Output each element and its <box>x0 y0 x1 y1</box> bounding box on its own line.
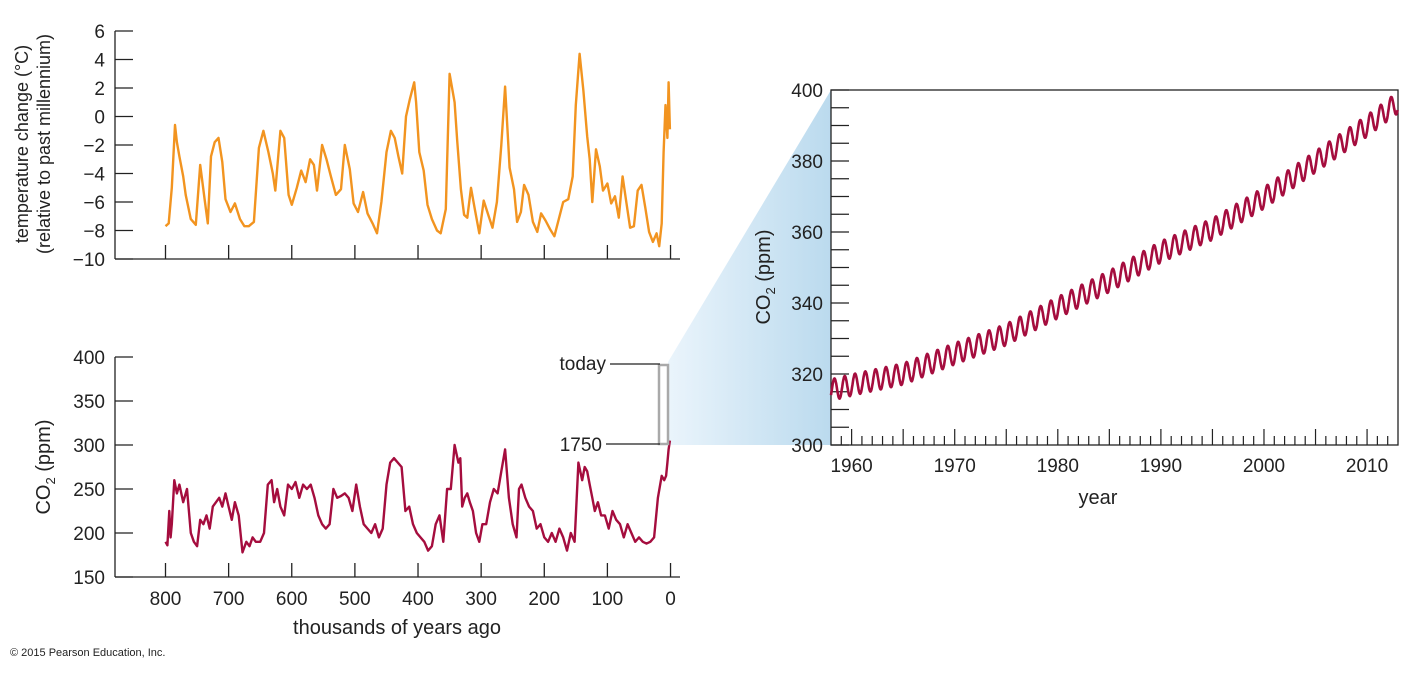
co2-recent-xlabel: year <box>1079 487 1118 509</box>
co2-longterm-y-tick-label: 300 <box>73 436 105 457</box>
co2-longterm-x-tick-label: 700 <box>213 589 245 610</box>
temperature-y-tick-label: −8 <box>83 222 105 243</box>
co2-longterm-x-tick-label: 300 <box>465 589 497 610</box>
co2-longterm-xlabel: thousands of years ago <box>293 617 501 639</box>
temperature-y-tick-label: −6 <box>83 193 105 214</box>
temperature-y-tick-label: −4 <box>83 165 105 186</box>
temperature-series-line <box>164 52 672 248</box>
temperature-y-tick-label: 2 <box>94 79 105 100</box>
temperature-y-tick-label: −2 <box>83 136 105 157</box>
co2-recent-ylabel: CO2 (ppm) <box>753 229 778 324</box>
co2-recent-y-tick-label: 400 <box>791 81 823 102</box>
temperature-y-tick-label: −10 <box>73 250 105 271</box>
co2-longterm-x-tick-label: 800 <box>150 589 182 610</box>
co2-recent-y-tick-label: 340 <box>791 294 823 315</box>
co2-recent-y-tick-label: 380 <box>791 152 823 173</box>
co2-longterm-x-tick-label: 400 <box>402 589 434 610</box>
co2-longterm-y-tick-label: 200 <box>73 524 105 545</box>
co2-longterm-x-tick-label: 600 <box>276 589 308 610</box>
temperature-ylabel-line1: temperature change (°C) <box>12 45 32 243</box>
co2-recent-panel: 300 320 340 360 380 400 1960 1970 1980 1990 2000 20… <box>753 81 1399 509</box>
co2-longterm-y-tick-label: 400 <box>73 348 105 369</box>
temperature-ylabel-line2: (relative to past millennium) <box>34 34 54 254</box>
co2-recent-series-line <box>829 95 1399 400</box>
co2-recent-x-tick-label: 1970 <box>934 456 976 477</box>
co2-longterm-y-tick-label: 150 <box>73 568 105 589</box>
copyright-credit: © 2015 Pearson Education, Inc. <box>10 647 166 659</box>
co2-recent-x-tick-label: 1960 <box>830 456 872 477</box>
co2-longterm-x-tick-label: 200 <box>528 589 560 610</box>
co2-longterm-ylabel: CO2 (ppm) <box>33 419 58 514</box>
zoom-bracket <box>657 363 670 446</box>
co2-longterm-panel: 150 200 250 300 350 400 800 700 600 500 400 300 200 1… <box>33 348 680 639</box>
co2-longterm-x-tick-label: 500 <box>339 589 371 610</box>
co2-longterm-x-tick-label: 0 <box>665 589 676 610</box>
co2-longterm-chart-layer: 150 200 250 300 350 400 800 700 600 500 400 300 200 1… <box>73 348 680 610</box>
today-annotation: today <box>560 354 607 375</box>
co2-recent-chart-layer: 300 320 340 360 380 400 1960 1970 1980 1990 2000 20… <box>791 81 1399 477</box>
co2-recent-y-tick-label: 320 <box>791 365 823 386</box>
temperature-y-tick-label: 0 <box>94 108 105 129</box>
temperature-y-tick-label: 6 <box>94 22 105 43</box>
co2-recent-x-tick-label: 1980 <box>1037 456 1079 477</box>
co2-recent-x-tick-label: 2000 <box>1243 456 1285 477</box>
co2-longterm-y-tick-label: 350 <box>73 392 105 413</box>
co2-recent-x-tick-label: 1990 <box>1140 456 1182 477</box>
temperature-y-tick-label: 4 <box>94 51 105 72</box>
co2-recent-y-tick-label: 360 <box>791 223 823 244</box>
co2-recent-plot-frame <box>830 89 1399 446</box>
temperature-chart-layer: 6 4 2 0 −2 −4 −6 −8 −10 <box>73 22 680 271</box>
1750-annotation: 1750 <box>560 435 602 456</box>
co2-longterm-y-tick-label: 250 <box>73 480 105 501</box>
co2-longterm-series-line <box>164 440 672 554</box>
co2-recent-y-tick-label: 300 <box>791 436 823 457</box>
zoom-wedge <box>668 90 831 445</box>
co2-longterm-x-tick-label: 100 <box>592 589 624 610</box>
co2-recent-x-tick-label: 2010 <box>1346 456 1388 477</box>
